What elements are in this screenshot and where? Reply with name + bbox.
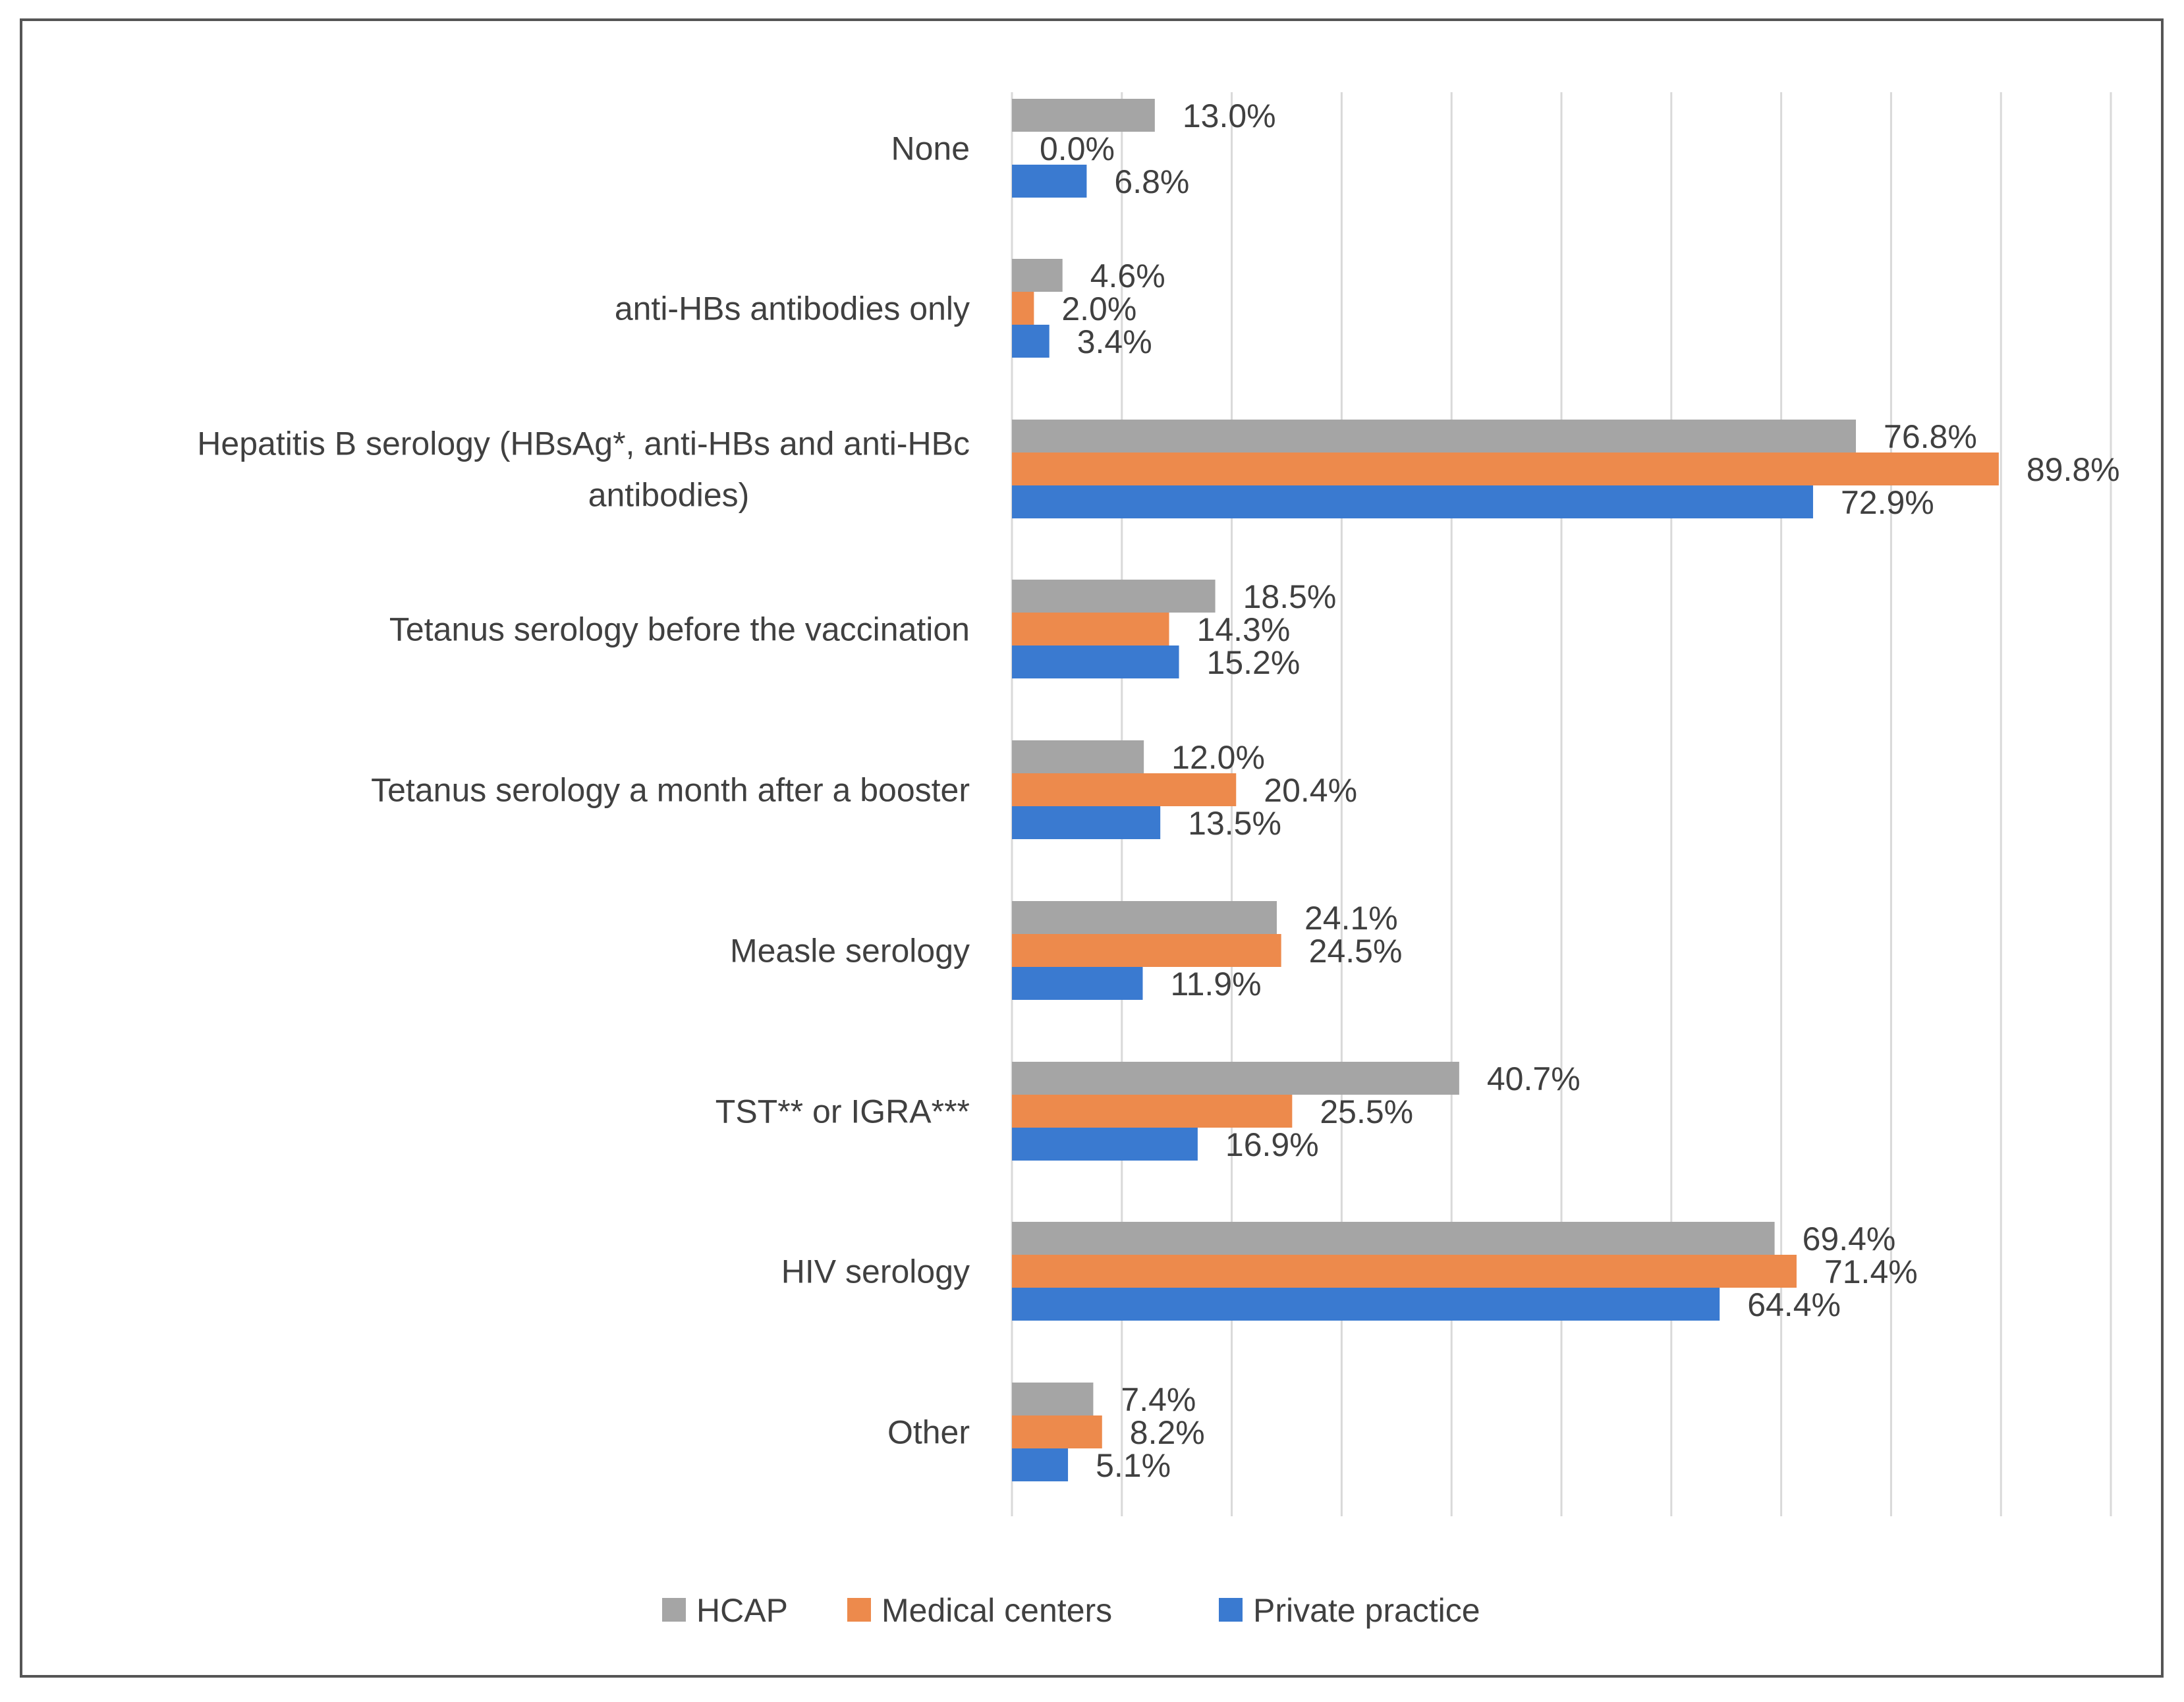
data-label: 25.5%	[1320, 1093, 1413, 1130]
data-label: 7.4%	[1121, 1381, 1196, 1418]
bar-medical-centers	[1012, 613, 1169, 645]
category-label: Hepatitis B serology (HBsAg*, anti-HBs a…	[197, 425, 970, 462]
bar-private-practice	[1012, 325, 1050, 358]
data-label: 69.4%	[1803, 1221, 1896, 1257]
bar-private-practice	[1012, 1288, 1720, 1321]
bar-hcap	[1012, 420, 1857, 453]
data-label: 72.9%	[1841, 484, 1934, 521]
bar-private-practice	[1012, 1128, 1198, 1161]
bar-private-practice	[1012, 806, 1161, 839]
category-labels: None anti-HBs antibodies only Hepatitis B …	[197, 130, 970, 1451]
data-label: 89.8%	[2027, 451, 2120, 488]
category-label: None	[891, 130, 970, 167]
bar-hcap	[1012, 99, 1155, 132]
value-labels: 13.0%4.6%76.8%18.5%12.0%24.1%40.7%69.4%7…	[1040, 97, 2120, 1484]
bar-hcap	[1012, 1222, 1775, 1255]
bar-medical-centers	[1012, 1415, 1102, 1448]
legend-swatch	[662, 1598, 686, 1622]
data-label: 2.0%	[1061, 290, 1136, 327]
legend-swatch	[1219, 1598, 1243, 1622]
bar-hcap	[1012, 1383, 1094, 1415]
data-label: 24.5%	[1309, 933, 1403, 970]
data-label: 13.5%	[1188, 805, 1281, 842]
data-label: 64.4%	[1747, 1286, 1841, 1323]
bar-hcap	[1012, 580, 1216, 613]
bar-private-practice	[1012, 165, 1087, 198]
category-label: Measle serology	[730, 933, 970, 970]
data-label: 3.4%	[1077, 323, 1152, 360]
data-label: 6.8%	[1114, 163, 1189, 200]
data-label: 20.4%	[1264, 772, 1357, 809]
bar-medical-centers	[1012, 1255, 1797, 1288]
bar-private-practice	[1012, 645, 1179, 678]
category-label: TST** or IGRA***	[715, 1093, 970, 1130]
legend-swatch	[847, 1598, 871, 1622]
legend: HCAP Medical centers Private practice	[662, 1592, 1480, 1629]
data-label: 71.4%	[1824, 1253, 1918, 1290]
data-label: 8.2%	[1130, 1414, 1205, 1451]
category-label: Other	[887, 1414, 970, 1451]
data-label: 24.1%	[1304, 900, 1398, 937]
data-label: 5.1%	[1096, 1447, 1171, 1484]
category-label: HIV serology	[781, 1253, 970, 1290]
data-label: 12.0%	[1171, 739, 1265, 776]
legend-label: HCAP	[696, 1592, 788, 1629]
bar-hcap	[1012, 1062, 1459, 1095]
bar-medical-centers	[1012, 292, 1034, 325]
data-label: 4.6%	[1090, 258, 1165, 294]
bar-private-practice	[1012, 485, 1813, 518]
data-label: 11.9%	[1170, 966, 1261, 1002]
category-label: anti-HBs antibodies only	[615, 290, 970, 327]
legend-label: Private practice	[1253, 1592, 1480, 1629]
bars	[1012, 99, 1999, 1481]
bar-private-practice	[1012, 1448, 1069, 1481]
data-label: 40.7%	[1487, 1060, 1581, 1097]
bar-medical-centers	[1012, 453, 1999, 485]
bar-medical-centers	[1012, 934, 1281, 967]
legend-label: Medical centers	[882, 1592, 1112, 1629]
bar-hcap	[1012, 901, 1277, 934]
data-label: 18.5%	[1243, 578, 1337, 615]
data-label: 76.8%	[1884, 418, 1977, 455]
category-label: Tetanus serology before the vaccination	[389, 611, 970, 648]
data-label: 13.0%	[1183, 97, 1276, 134]
category-label: Tetanus serology a month after a booster	[371, 772, 970, 809]
bar-medical-centers	[1012, 773, 1237, 806]
bar-private-practice	[1012, 967, 1143, 1000]
data-label: 14.3%	[1197, 611, 1291, 648]
data-label: 16.9%	[1225, 1126, 1319, 1163]
bar-medical-centers	[1012, 1095, 1293, 1128]
bar-hcap	[1012, 740, 1144, 773]
category-label: antibodies)	[588, 477, 750, 514]
bar-hcap	[1012, 259, 1063, 292]
data-label: 0.0%	[1040, 130, 1115, 167]
data-label: 15.2%	[1207, 644, 1301, 681]
